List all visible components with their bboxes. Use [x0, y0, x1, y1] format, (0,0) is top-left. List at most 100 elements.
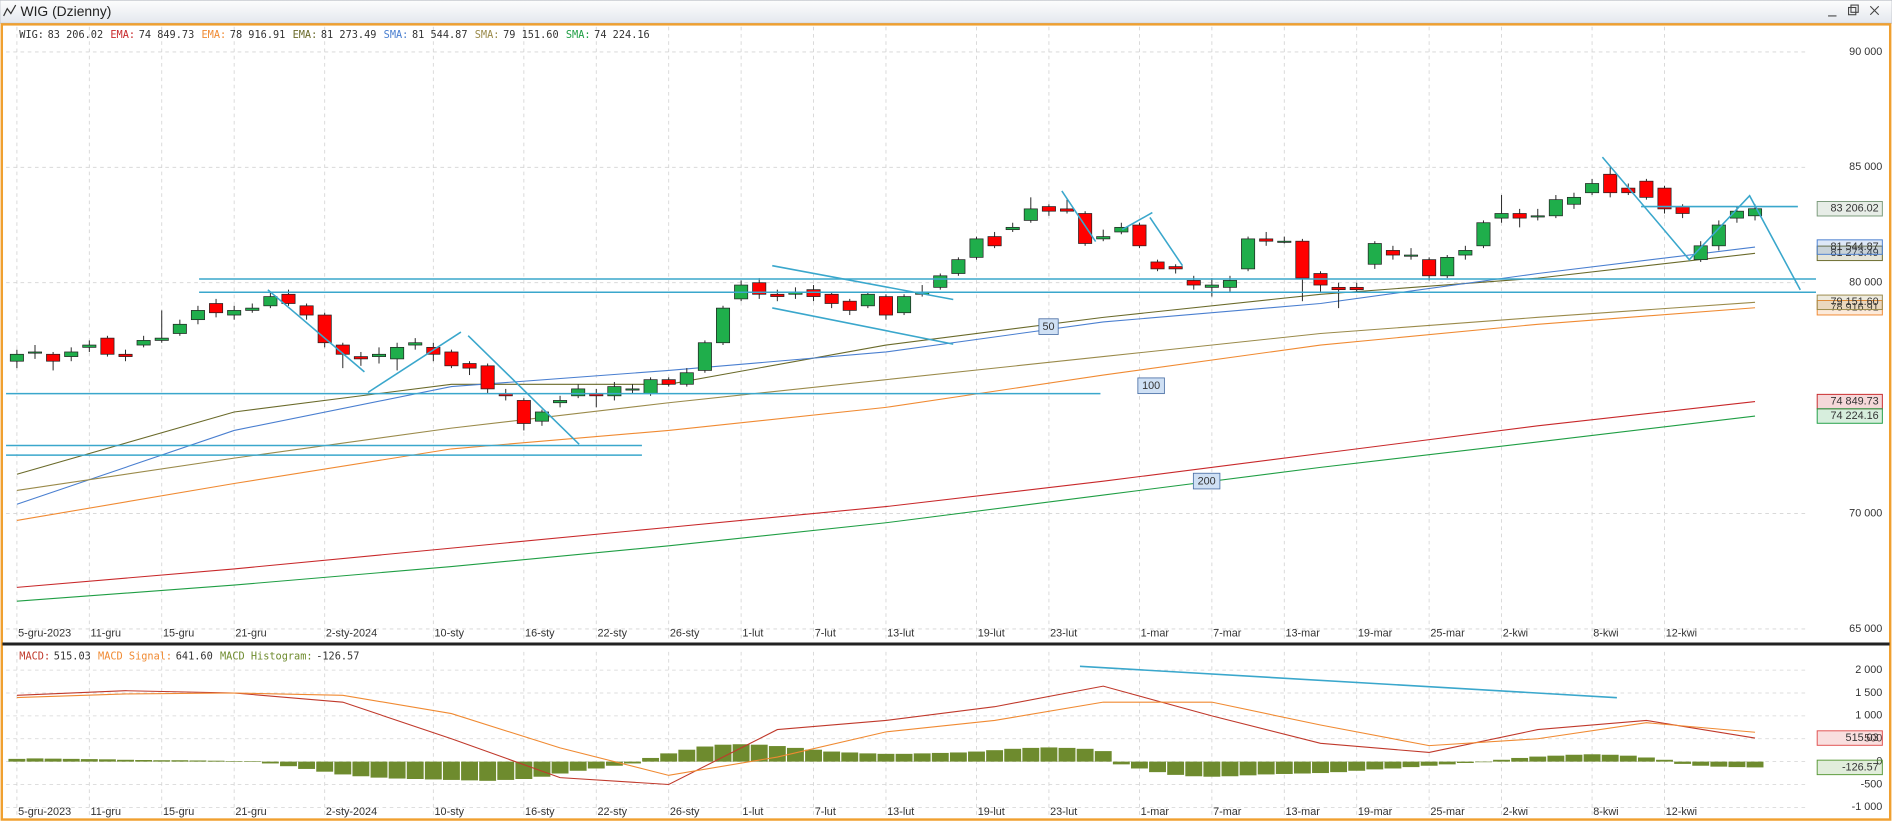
histogram-bar — [1348, 761, 1366, 771]
candle-body — [1331, 286, 1346, 291]
candle-body — [1005, 226, 1020, 231]
restore-button-back[interactable] — [1850, 4, 1859, 13]
histogram-bar — [334, 761, 352, 775]
x-tick-label: 2-sty-2024 — [326, 806, 377, 818]
y-tick-label: -1 000 — [1852, 801, 1883, 813]
candle-body — [1295, 240, 1310, 279]
window-icon — [3, 4, 17, 17]
candle-body — [1385, 250, 1400, 256]
candle-body — [897, 296, 912, 314]
histogram-bar — [1257, 761, 1275, 775]
legend-name: SMA: — [566, 29, 591, 41]
price-tag-box — [1816, 239, 1883, 255]
legend-value: 74 224.16 — [594, 29, 650, 41]
candle-body — [534, 411, 549, 422]
candle-body — [462, 363, 477, 369]
candle-body — [209, 303, 224, 314]
candle-body — [553, 400, 568, 404]
candle-body — [1150, 261, 1165, 270]
window-buttons[interactable] — [1828, 4, 1880, 17]
candle-body — [969, 238, 984, 258]
candle-body — [1277, 240, 1292, 243]
candle-body — [1096, 236, 1111, 240]
candle-body — [28, 351, 43, 354]
y-tick-label: 90 000 — [1849, 46, 1882, 58]
price-tag: 83 206.02 — [1830, 203, 1878, 215]
legend-value: 78 916.91 — [230, 29, 286, 41]
histogram-bar — [1637, 757, 1655, 762]
candle-body — [1603, 173, 1618, 194]
candle-body — [516, 400, 531, 424]
x-tick-label: 25-mar — [1430, 806, 1465, 818]
x-tick-label: 10-sty — [435, 806, 465, 818]
candle-body — [1675, 206, 1690, 214]
price-tag-box — [1816, 294, 1883, 311]
candle-body — [679, 372, 694, 385]
plot: 65 000 70 000 80 000 85 000 90 000 5-gru-2023… — [6, 26, 1883, 819]
candle-body — [1548, 199, 1563, 217]
histogram-bar — [949, 752, 967, 762]
x-tick-label: 11-gru — [91, 628, 122, 640]
candle-body — [1458, 250, 1473, 256]
candle-body — [1349, 286, 1364, 291]
candle-body — [1512, 213, 1527, 219]
x-tick-label: 2-kwi — [1503, 806, 1528, 818]
price-tag-box — [1816, 730, 1883, 746]
price-tag: 74 849.73 — [1830, 395, 1878, 407]
histogram-bar — [44, 758, 62, 762]
x-tick-label: 1-lut — [742, 806, 763, 818]
histogram-bar — [1474, 761, 1492, 763]
x-tick-label: 13-mar — [1285, 806, 1320, 818]
candle-body — [1422, 259, 1437, 277]
histogram-bar — [1565, 754, 1583, 762]
histogram-bar — [841, 752, 859, 762]
histogram-bar — [1601, 754, 1619, 762]
histogram-bar — [1420, 761, 1438, 766]
candle-body — [1060, 208, 1075, 212]
histogram-bar — [1058, 747, 1076, 762]
histogram-bar — [1022, 747, 1040, 762]
trend-line — [1061, 190, 1097, 243]
legend-value: 81 273.49 — [321, 29, 377, 41]
candle-body — [263, 296, 278, 307]
x-tick-label: 16-sty — [525, 628, 555, 640]
histogram-bar — [406, 761, 424, 780]
histogram-bar — [1167, 761, 1185, 775]
y-tick-label: 500 — [1864, 733, 1882, 745]
price-tag: 79 151.60 — [1830, 296, 1878, 308]
histogram-bar — [1746, 761, 1764, 768]
histogram-bar — [207, 760, 225, 762]
histogram-bar — [1149, 761, 1166, 773]
x-tick-label: 15-gru — [163, 628, 194, 640]
histogram-bar — [316, 761, 334, 772]
histogram-bar — [225, 761, 243, 762]
x-tick-label: 19-mar — [1358, 806, 1393, 818]
histogram-bar — [442, 761, 460, 780]
x-tick-label: 5-gru-2023 — [18, 628, 71, 640]
annotation: 200 — [1198, 476, 1216, 488]
histogram-bar — [280, 761, 297, 767]
candle-body — [716, 307, 731, 344]
candle-body — [1114, 226, 1129, 233]
restore-button[interactable] — [1848, 6, 1857, 16]
x-tick-label: 7-lut — [815, 628, 836, 640]
candle-body — [82, 344, 97, 348]
histogram-bar — [624, 761, 641, 764]
candle-body — [1693, 245, 1708, 261]
x-tick-label: 21-gru — [235, 806, 266, 818]
histogram-bar — [461, 761, 478, 781]
x-tick-label: 22-sty — [597, 806, 627, 818]
candle-body — [860, 293, 875, 307]
y-tick-label: 80 000 — [1849, 277, 1882, 289]
x-tick-label: 8-kwi — [1593, 628, 1618, 640]
candle-body — [390, 346, 405, 360]
histogram-bar — [605, 761, 623, 766]
close-button[interactable] — [1869, 5, 1880, 16]
candle-body — [480, 365, 495, 390]
histogram-bar — [352, 761, 370, 777]
y-tick-label: 70 000 — [1849, 507, 1882, 519]
candle-body — [1748, 208, 1763, 217]
trend-line — [1079, 665, 1617, 699]
x-tick-label: 10-sty — [435, 628, 465, 640]
candle-body — [1530, 215, 1545, 218]
